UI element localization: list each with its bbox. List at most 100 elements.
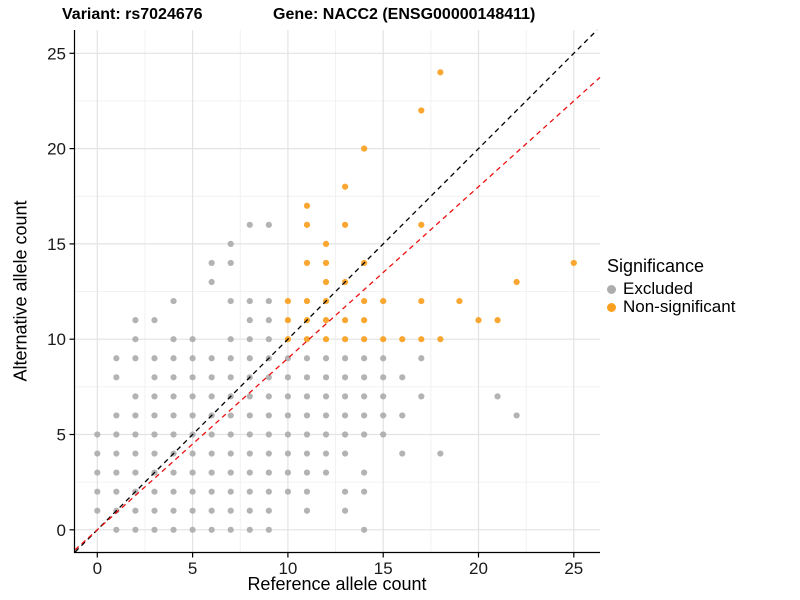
data-point-excluded <box>170 374 177 381</box>
data-point-excluded <box>303 374 311 381</box>
data-point-non-significant <box>303 221 311 228</box>
data-point-excluded <box>132 393 139 400</box>
data-point-excluded <box>227 431 234 438</box>
data-point-excluded <box>246 526 253 533</box>
data-point-excluded <box>265 297 272 305</box>
data-point-excluded <box>151 317 158 324</box>
data-point-excluded <box>399 374 406 381</box>
data-point-excluded <box>246 412 253 419</box>
data-point-non-significant <box>437 69 444 76</box>
data-point-excluded <box>151 526 158 533</box>
plot-title-variant: Variant: rs7024676 <box>62 6 203 23</box>
data-point-excluded <box>132 469 139 476</box>
data-point-excluded <box>246 297 253 305</box>
data-point-non-significant <box>303 297 311 305</box>
data-point-excluded <box>361 431 368 438</box>
data-point-excluded <box>341 431 349 438</box>
data-point-excluded <box>322 431 330 438</box>
data-point-non-significant <box>303 336 311 343</box>
data-point-excluded <box>170 336 177 343</box>
data-point-excluded <box>303 431 311 438</box>
data-point-non-significant <box>361 297 368 305</box>
data-point-excluded <box>246 393 253 400</box>
data-point-excluded <box>227 259 234 267</box>
data-point-excluded <box>227 297 234 305</box>
data-point-non-significant <box>322 317 330 324</box>
legend: Significance Excluded Non-significant <box>607 256 735 316</box>
data-point-excluded <box>170 431 177 438</box>
data-point-excluded <box>341 450 349 457</box>
data-point-excluded <box>94 507 101 514</box>
data-point-excluded <box>227 450 234 457</box>
data-point-excluded <box>322 412 330 419</box>
data-point-excluded <box>303 507 311 514</box>
data-point-excluded <box>265 336 272 343</box>
y-tick-label: 10 <box>47 330 66 349</box>
data-point-excluded <box>208 431 215 438</box>
legend-item-non-significant: Non-significant <box>607 297 736 316</box>
data-point-excluded <box>303 412 311 419</box>
data-point-excluded <box>361 469 368 476</box>
data-point-non-significant <box>418 221 425 228</box>
data-point-excluded <box>151 374 158 381</box>
data-point-excluded <box>94 431 101 438</box>
data-point-excluded <box>246 450 253 457</box>
data-point-excluded <box>151 393 158 400</box>
data-point-excluded <box>284 393 291 400</box>
data-point-excluded <box>437 450 444 457</box>
data-point-non-significant <box>456 297 463 305</box>
data-point-excluded <box>322 374 330 381</box>
data-point-excluded <box>341 412 349 419</box>
data-point-excluded <box>113 355 120 362</box>
data-point-excluded <box>151 507 158 514</box>
data-point-non-significant <box>284 297 291 305</box>
data-point-excluded <box>113 374 120 381</box>
data-point-excluded <box>341 488 349 495</box>
expected-ratio-line <box>74 76 601 551</box>
x-tick-label: 10 <box>278 559 297 578</box>
data-point-excluded <box>113 526 120 533</box>
data-point-non-significant <box>341 183 349 190</box>
legend-item-label: Non-significant <box>623 297 736 316</box>
data-point-non-significant <box>380 297 387 305</box>
data-point-excluded <box>189 412 196 419</box>
data-point-excluded <box>513 412 520 419</box>
x-tick-label: 15 <box>374 559 393 578</box>
data-point-excluded <box>113 450 120 457</box>
data-point-excluded <box>322 469 330 476</box>
data-point-excluded <box>361 526 368 533</box>
data-point-non-significant <box>475 317 482 324</box>
data-point-excluded <box>246 355 253 362</box>
data-point-excluded <box>208 355 215 362</box>
data-point-excluded <box>132 450 139 457</box>
data-point-non-significant <box>322 278 330 286</box>
data-point-excluded <box>303 355 311 362</box>
y-tick-label: 0 <box>57 521 66 540</box>
data-point-excluded <box>189 374 196 381</box>
y-tick-label: 20 <box>47 140 66 159</box>
excluded-dot-icon <box>607 284 616 294</box>
data-point-excluded <box>361 393 368 400</box>
data-point-excluded <box>208 507 215 514</box>
data-point-excluded <box>94 488 101 495</box>
data-point-non-significant <box>418 107 425 114</box>
data-point-excluded <box>494 393 501 400</box>
identity-line <box>74 29 598 553</box>
data-point-excluded <box>208 488 215 495</box>
data-point-excluded <box>170 355 177 362</box>
data-point-excluded <box>341 374 349 381</box>
data-point-excluded <box>284 488 291 495</box>
x-axis-title: Reference allele count <box>247 574 427 594</box>
data-point-excluded <box>208 278 215 286</box>
data-point-excluded <box>341 507 349 514</box>
data-point-excluded <box>341 393 349 400</box>
data-point-excluded <box>265 221 272 228</box>
data-point-excluded <box>418 355 425 362</box>
data-point-excluded <box>132 355 139 362</box>
data-point-excluded <box>361 412 368 419</box>
data-point-excluded <box>265 412 272 419</box>
data-point-excluded <box>227 374 234 381</box>
data-point-excluded <box>132 431 139 438</box>
data-point-excluded <box>265 450 272 457</box>
data-point-excluded <box>189 355 196 362</box>
